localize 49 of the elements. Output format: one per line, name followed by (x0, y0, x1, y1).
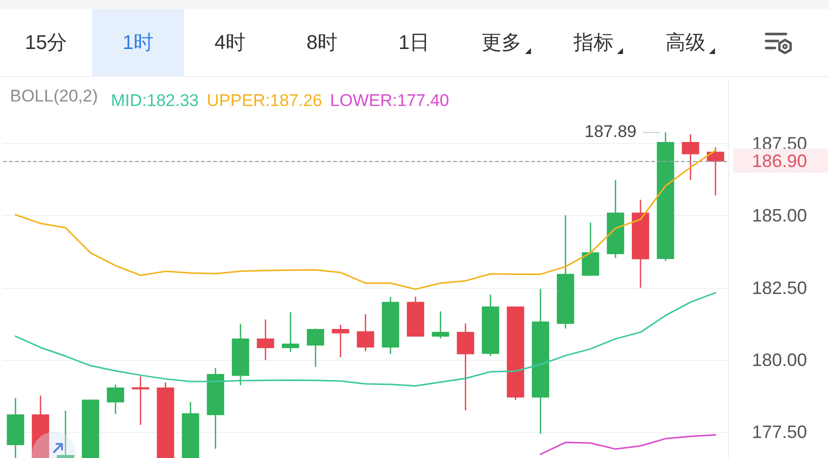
candlestick (156, 382, 174, 458)
candlestick (382, 296, 400, 354)
candlestick (132, 376, 150, 426)
candlestick (632, 199, 650, 288)
text: 4时 (214, 31, 246, 56)
candlestick (232, 323, 250, 386)
text: 8时 (306, 31, 338, 56)
candlestick (532, 288, 550, 434)
candlestick (582, 222, 600, 277)
y-tick-label: 177.50 (752, 422, 808, 442)
text: MID:182.33 (110, 91, 199, 110)
candlestick (606, 179, 624, 259)
text: LOWER:177.40 (330, 91, 450, 110)
candlestick (406, 296, 424, 338)
text: 1日 (398, 31, 430, 56)
text: UPPER:187.26 (206, 91, 322, 110)
candlestick (282, 312, 300, 352)
text: 15分 (24, 31, 68, 56)
candlestick (106, 384, 124, 414)
candlestick (306, 328, 324, 368)
y-tick-label: 182.50 (752, 278, 808, 298)
candlestick (32, 395, 50, 458)
candlestick (656, 132, 674, 262)
line-series (14, 292, 716, 387)
candlestick (556, 214, 574, 330)
candlestick (206, 367, 224, 450)
y-tick-label: 185.00 (752, 206, 808, 226)
text: 1时 (122, 31, 154, 56)
text: 指标 (574, 31, 614, 56)
line-series (540, 434, 716, 455)
legend-title: BOLL(20,2) (10, 86, 98, 106)
candlestick (256, 318, 274, 361)
line-series (14, 150, 716, 290)
candlestick (356, 314, 374, 352)
candlestick (432, 310, 450, 340)
candlestick (182, 401, 200, 458)
candlestick (482, 294, 500, 357)
annotation: 187.89 (584, 122, 636, 142)
y-tick-label: 186.90 (752, 150, 808, 171)
candlestick (706, 146, 724, 196)
candlestick (682, 134, 700, 180)
y-tick-label: 180.00 (752, 350, 808, 370)
candlestick (6, 397, 24, 458)
candlestick (506, 306, 524, 401)
candlestick (82, 400, 100, 458)
text: 更多 (482, 31, 522, 56)
text: 高级 (666, 31, 706, 56)
candlestick (332, 324, 350, 358)
candlestick (456, 322, 474, 412)
